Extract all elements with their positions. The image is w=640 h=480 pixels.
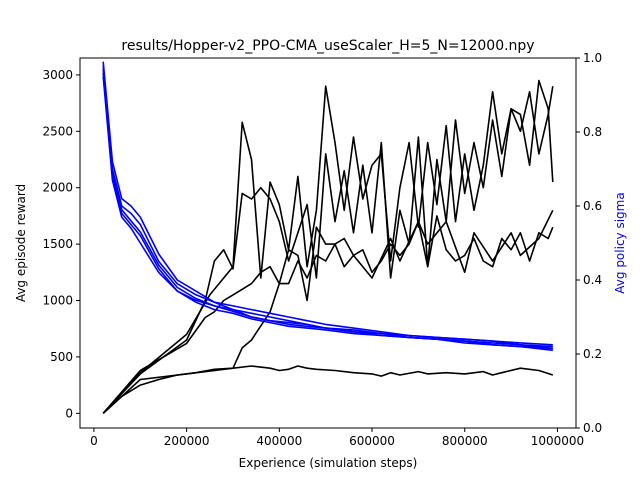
chart-title: results/Hopper-v2_PPO-CMA_useScaler_H=5_… [121,38,534,54]
y-right-tick-label: 0.2 [583,347,602,361]
y-axis-right: 0.0 0.2 0.4 0.6 0.8 1.0 [576,51,602,435]
x-tick-label: 1000000 [531,434,584,448]
y-left-tick-label: 2000 [42,181,73,195]
plot-frame [79,57,577,429]
reward-series-line-2 [102,86,554,414]
y-left-tick-label: 1500 [42,237,73,251]
reward-series-line-3 [102,79,554,414]
x-axis-label: Experience (simulation steps) [239,456,418,470]
y-axis-left: 0 500 1000 1500 2000 2500 3000 [42,68,80,420]
reward-series-line-4 [102,215,554,414]
y-left-tick-label: 2500 [42,124,73,138]
x-tick-label: 600000 [349,434,395,448]
sigma-series-line-5 [102,76,553,350]
y-right-tick-label: 0.0 [583,421,602,435]
y-axis-right-label: Avg policy sigma [613,192,627,293]
series-group [102,61,554,414]
y-right-tick-label: 1.0 [583,51,602,65]
x-axis: 0 200000 400000 600000 800000 1000000 [90,428,584,448]
reward-series-line-5 [102,365,554,414]
y-right-tick-label: 0.4 [583,273,602,287]
plot-area [102,61,554,414]
y-left-tick-label: 1000 [42,294,73,308]
y-axis-left-label: Avg episode reward [14,184,28,302]
sigma-series-line-2 [102,65,553,350]
reward-series-line-1 [102,209,554,414]
x-tick-label: 800000 [442,434,488,448]
x-tick-label: 0 [90,434,98,448]
y-right-tick-label: 0.6 [583,199,602,213]
x-tick-label: 200000 [164,434,210,448]
x-tick-label: 400000 [256,434,302,448]
y-left-tick-label: 0 [65,406,73,420]
y-right-tick-label: 0.8 [583,125,602,139]
y-left-tick-label: 500 [50,350,73,364]
y-left-tick-label: 3000 [42,68,73,82]
